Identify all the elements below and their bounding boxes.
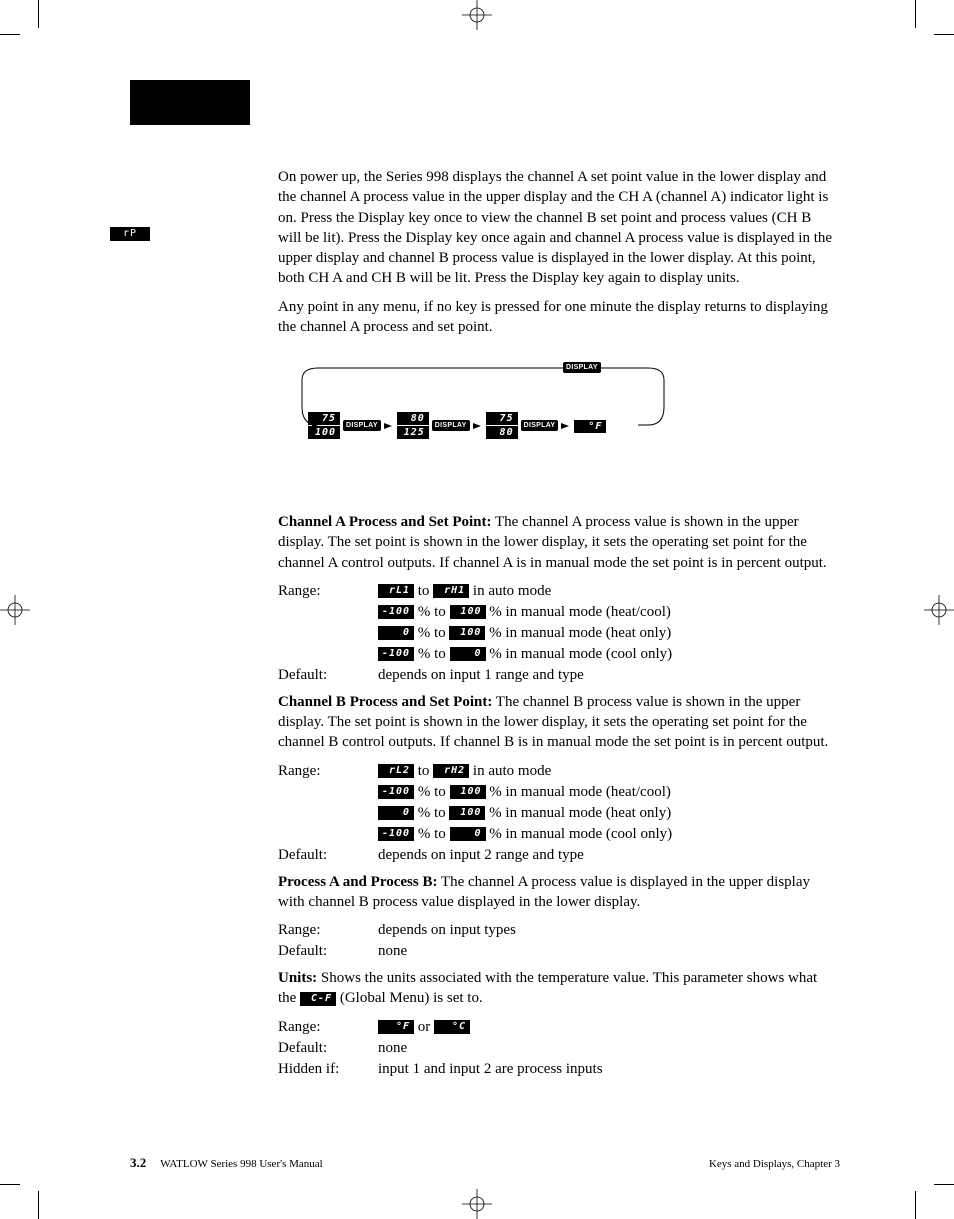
- section-ab-heading: Process A and Process B:: [278, 874, 437, 890]
- crop-mark: [0, 34, 20, 35]
- display-key-icon: DISPLAY: [432, 420, 470, 431]
- registration-mark-icon: [462, 0, 492, 30]
- chapter-header-box: [130, 80, 250, 125]
- section-b-default-row: Default: depends on input 2 range and ty…: [278, 845, 838, 866]
- units-default-row: Default: none: [278, 1038, 838, 1059]
- range-line: 0 % to 100 % in manual mode (heat only): [378, 803, 838, 824]
- section-a-paragraph: Channel A Process and Set Point: The cha…: [278, 512, 838, 573]
- units-heading: Units:: [278, 970, 317, 986]
- page-number: 3.2: [130, 1155, 146, 1171]
- intro-paragraph-2: Any point in any menu, if no key is pres…: [278, 297, 838, 338]
- crop-mark: [934, 34, 954, 35]
- section-b-range-row: Range: rL2 to rH2 in auto mode -100 % to…: [278, 761, 838, 845]
- display-state-4: °F: [574, 419, 606, 433]
- section-b-paragraph: Channel B Process and Set Point: The cha…: [278, 692, 838, 753]
- units-paragraph: Units: Shows the units associated with t…: [278, 968, 838, 1009]
- display-state-3: 75 80: [486, 412, 518, 439]
- display-loop-diagram: DISPLAY 75 100 DISPLAY 80 125 DISPLAY 75…: [298, 362, 668, 452]
- chapter-label: Keys and Displays, Chapter 3: [709, 1158, 840, 1170]
- display-state-1: 75 100: [308, 412, 340, 439]
- side-tag: rP: [110, 227, 150, 241]
- main-content: On power up, the Series 998 displays the…: [278, 167, 838, 1080]
- crop-mark: [934, 1184, 954, 1185]
- range-line: -100 % to 0 % in manual mode (cool only): [378, 824, 838, 845]
- section-a-range-row: Range: rL1 to rH1 in auto mode -100 % to…: [278, 581, 838, 665]
- display-key-icon: DISPLAY: [521, 420, 559, 431]
- range-line: rL2 to rH2 in auto mode: [378, 761, 838, 782]
- registration-mark-icon: [0, 595, 30, 625]
- crop-mark: [915, 1191, 916, 1219]
- arrow-right-icon: [473, 421, 483, 431]
- registration-mark-icon: [924, 595, 954, 625]
- crop-mark: [915, 0, 916, 28]
- section-ab-default-row: Default: none: [278, 941, 838, 962]
- units-hidden-row: Hidden if: input 1 and input 2 are proce…: [278, 1059, 838, 1080]
- range-line: rL1 to rH1 in auto mode: [378, 581, 838, 602]
- crop-mark: [0, 1184, 20, 1185]
- section-ab-paragraph: Process A and Process B: The channel A p…: [278, 872, 838, 913]
- section-a-default-row: Default: depends on input 1 range and ty…: [278, 665, 838, 686]
- manual-title: WATLOW Series 998 User's Manual: [160, 1158, 322, 1170]
- registration-mark-icon: [462, 1189, 492, 1219]
- crop-mark: [38, 0, 39, 28]
- display-key-icon: DISPLAY: [563, 362, 601, 373]
- units-range-row: Range: °F or °C: [278, 1017, 838, 1038]
- arrow-right-icon: [384, 421, 394, 431]
- page-footer: 3.2 WATLOW Series 998 User's Manual Keys…: [130, 1155, 840, 1171]
- section-a-heading: Channel A Process and Set Point:: [278, 514, 492, 530]
- display-state-2: 80 125: [397, 412, 429, 439]
- range-line: -100 % to 100 % in manual mode (heat/coo…: [378, 782, 838, 803]
- section-b-heading: Channel B Process and Set Point:: [278, 694, 492, 710]
- intro-paragraph-1: On power up, the Series 998 displays the…: [278, 167, 838, 289]
- range-line: -100 % to 0 % in manual mode (cool only): [378, 644, 838, 665]
- crop-mark: [38, 1191, 39, 1219]
- display-key-icon: DISPLAY: [343, 420, 381, 431]
- section-ab-range-row: Range: depends on input types: [278, 920, 838, 941]
- range-line: 0 % to 100 % in manual mode (heat only): [378, 623, 838, 644]
- arrow-right-icon: [561, 421, 571, 431]
- range-line: -100 % to 100 % in manual mode (heat/coo…: [378, 602, 838, 623]
